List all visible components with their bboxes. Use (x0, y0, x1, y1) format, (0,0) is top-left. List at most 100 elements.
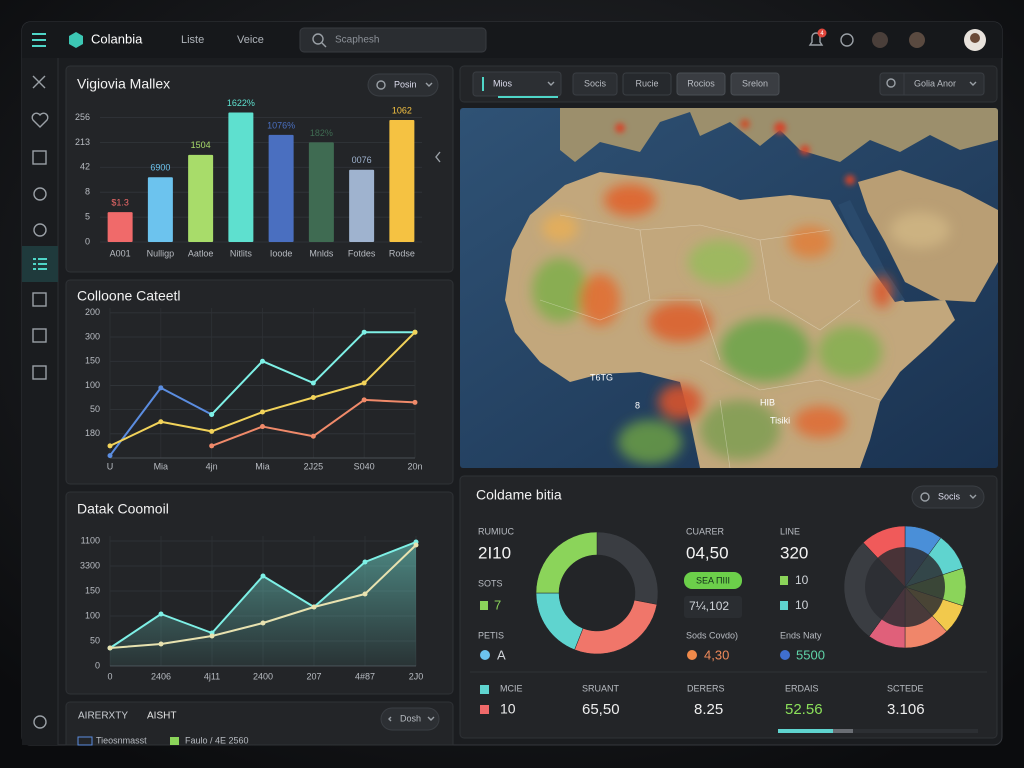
x-tick-label: S040 (354, 461, 375, 471)
stat-value: 10 (795, 573, 809, 587)
point (413, 542, 419, 548)
button-label[interactable]: Srelon (742, 78, 768, 88)
x-tick-label: 4j11 (204, 671, 220, 681)
y-tick-label: 256 (75, 112, 90, 122)
point (361, 329, 367, 335)
search-placeholder[interactable]: Scaphesh (335, 35, 379, 46)
y-tick-label: 50 (90, 404, 100, 414)
legend-swatch (480, 601, 488, 610)
y-tick-label: 0 (85, 236, 90, 246)
point (310, 380, 316, 386)
stat-label: Sods Covdo) (686, 630, 738, 640)
button-label[interactable]: Dosh (400, 713, 421, 723)
tab[interactable]: AISHT (147, 711, 176, 722)
bar-annotation: 1622% (227, 98, 255, 108)
stat-label: ERDAIS (785, 683, 819, 693)
bar (147, 177, 173, 242)
nav-icon[interactable] (32, 150, 47, 165)
button[interactable] (572, 72, 618, 96)
bar (308, 142, 334, 242)
nav-icon[interactable] (33, 223, 47, 237)
nav-icon[interactable] (32, 365, 47, 380)
nav-item[interactable]: Liste (181, 34, 204, 46)
dropdown[interactable] (911, 485, 985, 509)
stat-value: A (497, 647, 506, 662)
stat-value: 7 (494, 597, 501, 612)
button-label[interactable]: Rocios (687, 78, 715, 88)
stat-value: 320 (780, 543, 808, 562)
dropdown[interactable] (472, 71, 562, 97)
button[interactable] (676, 72, 726, 96)
bar-chart: 0 5 8 42 213 256 $1.3 A001 6900 Nulligp 1504 Aatloe… (75, 98, 422, 258)
stat-label: PETIS (478, 630, 504, 640)
y-tick-label: 150 (85, 356, 100, 366)
dropdown-label[interactable]: Mios (493, 78, 513, 88)
point (107, 443, 113, 449)
bar (389, 119, 415, 242)
map-search-label[interactable]: Golia Anor (914, 78, 956, 88)
small-panel (65, 701, 454, 746)
menu-icon[interactable] (32, 33, 46, 47)
button[interactable] (730, 72, 780, 96)
top-bar: Colanbia Liste Veice Scaphesh 4 (22, 22, 1002, 58)
nav-icon[interactable] (32, 292, 47, 307)
point (209, 411, 215, 417)
sea (838, 200, 905, 302)
badge-count: 4 (820, 31, 824, 37)
user-avatar-face (970, 33, 980, 43)
chat-icon[interactable] (840, 33, 854, 47)
chevron (969, 81, 977, 86)
point (361, 397, 367, 403)
x-tick-label: Mia (255, 461, 270, 471)
avatar[interactable] (909, 32, 925, 48)
avatar[interactable] (872, 32, 888, 48)
y-tick-label: 200 (85, 307, 100, 317)
stat-label: Ends Naty (780, 630, 822, 640)
map-label: HIB (760, 397, 775, 407)
point (260, 358, 265, 364)
nav-icon[interactable] (31, 112, 49, 128)
search-icon (886, 78, 896, 88)
stat-value: 2I10 (478, 543, 511, 562)
map-search[interactable] (879, 72, 985, 96)
nav-item[interactable]: Veice (237, 34, 264, 46)
y-tick-label: 100 (85, 380, 100, 390)
x-tick-label: Mia (154, 461, 169, 471)
stat-label: SCTEDE (887, 683, 924, 693)
map[interactable]: T6TG HIB Tisiki 8 (460, 108, 998, 468)
button[interactable] (380, 707, 440, 731)
row-text: Faulo / 4E 2560 (185, 735, 249, 745)
settings-icon[interactable] (33, 715, 47, 729)
search-box[interactable] (299, 27, 487, 53)
button-label[interactable]: Socis (584, 78, 607, 88)
x-tick-label: A001 (110, 248, 131, 258)
point (158, 611, 164, 617)
dropdown-label[interactable]: Posin (394, 79, 417, 89)
point (209, 428, 215, 434)
dropdown[interactable] (367, 73, 439, 97)
row-icon (170, 737, 179, 745)
dropdown-label[interactable]: Socis (938, 491, 961, 501)
progress-track (778, 729, 978, 733)
point (260, 409, 265, 415)
nav-icon[interactable] (33, 187, 47, 201)
nav-icon[interactable] (32, 75, 46, 89)
x-tick-label: Rodse (389, 248, 415, 258)
value-box (684, 596, 742, 618)
chevron (969, 494, 977, 499)
nav-icon[interactable] (32, 328, 47, 343)
x-tick-label: 207 (306, 671, 321, 681)
bell-icon[interactable] (808, 32, 824, 46)
button-label[interactable]: Rucie (635, 78, 658, 88)
point (158, 385, 164, 391)
chevron (425, 82, 433, 87)
point (209, 443, 215, 449)
x-tick-label: 20n (407, 461, 422, 471)
y-tick-label: 0 (95, 660, 100, 670)
collapse-arrow[interactable] (435, 151, 441, 163)
button[interactable] (622, 72, 672, 96)
search-icon (312, 33, 324, 45)
stat-value: 8.25 (694, 701, 723, 718)
bar-annotation: 6900 (150, 163, 170, 173)
stat-value: 52.56 (785, 701, 823, 718)
